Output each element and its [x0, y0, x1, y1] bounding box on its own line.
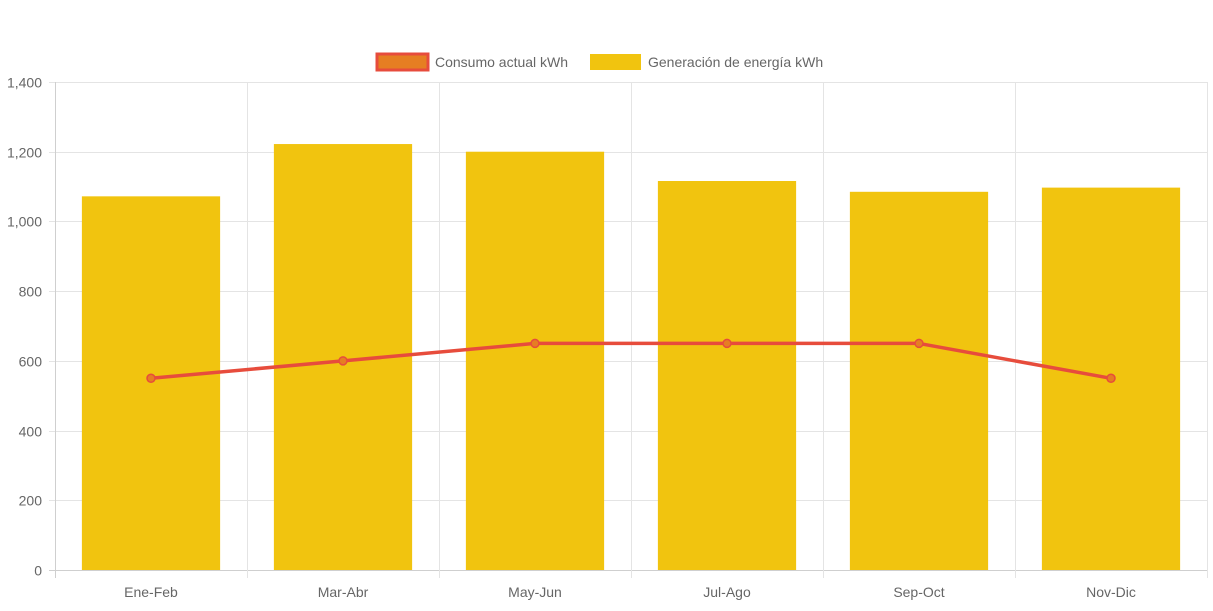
x-tick-label: Ene-Feb: [124, 584, 178, 600]
y-tick-label: 600: [19, 354, 43, 370]
x-tick-label: Sep-Oct: [893, 584, 944, 600]
bar[interactable]: [657, 180, 797, 570]
legend-label-generacion: Generación de energía kWh: [648, 54, 823, 70]
line-series: [146, 338, 1116, 384]
y-tick-label: 1,400: [7, 75, 42, 91]
y-tick-label: 1,000: [7, 214, 42, 230]
grid: [49, 82, 1208, 578]
consumption-line: [150, 341, 1112, 381]
line-point[interactable]: [914, 338, 924, 349]
x-tick-label: Jul-Ago: [703, 584, 751, 600]
line-point[interactable]: [530, 338, 540, 349]
legend-swatch-generacion: [590, 54, 641, 70]
bar[interactable]: [849, 191, 989, 571]
legend-swatch-consumo: [375, 52, 430, 72]
y-tick-label: 1,200: [7, 145, 42, 161]
x-tick-label: May-Jun: [508, 584, 562, 600]
x-tick-label: Nov-Dic: [1086, 584, 1136, 600]
legend-item-generacion[interactable]: Generación de energía kWh: [590, 54, 823, 70]
y-tick-label: 200: [19, 493, 43, 509]
line-point[interactable]: [338, 356, 348, 366]
bar[interactable]: [81, 196, 221, 570]
x-tick-label: Mar-Abr: [318, 584, 369, 600]
y-tick-label: 800: [19, 284, 43, 300]
line-point[interactable]: [722, 338, 732, 349]
legend-item-consumo[interactable]: Consumo actual kWh: [375, 52, 568, 72]
y-tick-label: 400: [19, 424, 43, 440]
y-tick-label: 0: [34, 563, 42, 579]
line-point[interactable]: [146, 373, 156, 384]
axes: 0 200 400 600 800 1,000 1,200 1,400 Ene-Feb Mar-A…: [7, 75, 1136, 601]
line-point[interactable]: [1106, 373, 1116, 384]
bar-series: [81, 144, 1181, 571]
legend[interactable]: Consumo actual kWh Generación de energía …: [375, 52, 823, 72]
legend-label-consumo: Consumo actual kWh: [435, 54, 568, 70]
bar[interactable]: [465, 151, 605, 570]
